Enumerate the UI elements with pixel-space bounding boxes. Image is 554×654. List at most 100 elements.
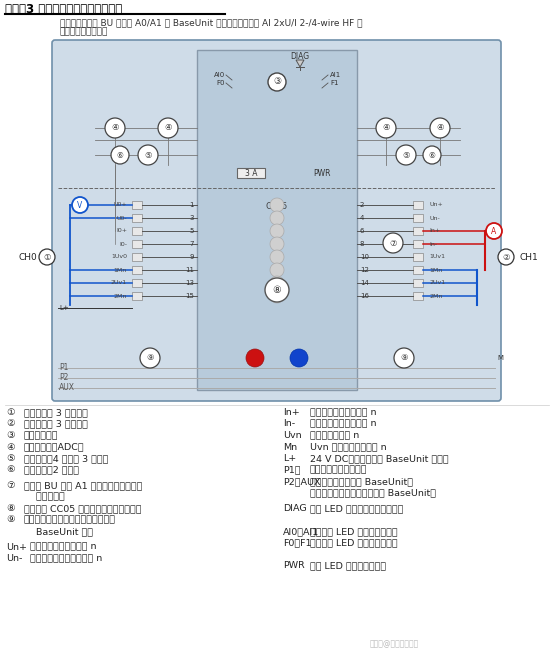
Text: 颜色编码 CC05 的颜色编码标签（可选）: 颜色编码 CC05 的颜色编码标签（可选） (24, 504, 141, 513)
Text: P2、AUX: P2、AUX (283, 477, 321, 486)
Text: ⑧: ⑧ (6, 504, 14, 513)
Text: 电流测量的 3 线制连接: 电流测量的 3 线制连接 (24, 419, 88, 428)
Text: ④: ④ (164, 124, 172, 133)
Text: 下图举例说明了 BU 类型为 A0/A1 的 BaseUnit 上模拟量输入模块 AI 2xU/I 2-/4-wire HF 的: 下图举例说明了 BU 类型为 A0/A1 的 BaseUnit 上模拟量输入模块… (60, 18, 362, 27)
Text: 电压测量的 3 线制连接: 电压测量的 3 线制连接 (24, 408, 88, 417)
Text: ⑦: ⑦ (6, 481, 14, 490)
Text: ④: ④ (436, 124, 444, 133)
Text: 1Uv0: 1Uv0 (111, 254, 127, 260)
Circle shape (268, 73, 286, 91)
Text: PWR: PWR (313, 169, 331, 177)
Text: 4: 4 (360, 215, 365, 221)
Text: ④: ④ (382, 124, 390, 133)
Text: 电压输入（负极），通道 n: 电压输入（负极），通道 n (30, 554, 102, 563)
Text: U0-: U0- (116, 216, 127, 220)
Circle shape (72, 197, 88, 213)
Bar (132, 253, 142, 261)
Circle shape (140, 348, 160, 368)
Circle shape (158, 118, 178, 138)
Bar (132, 227, 142, 235)
Text: 1Mn: 1Mn (429, 267, 442, 273)
Bar (197, 50, 357, 390)
Circle shape (423, 146, 441, 164)
Text: ③: ③ (6, 431, 14, 440)
Text: L+: L+ (59, 305, 69, 311)
Circle shape (270, 198, 284, 212)
Text: ①: ① (43, 252, 51, 262)
Text: 16: 16 (360, 293, 369, 299)
Text: 2Uv1: 2Uv1 (429, 281, 445, 286)
Text: In+: In+ (429, 228, 440, 233)
Circle shape (270, 211, 284, 225)
Text: ④: ④ (111, 124, 119, 133)
Circle shape (394, 348, 414, 368)
Circle shape (265, 278, 289, 302)
Text: ⑥: ⑥ (116, 150, 124, 160)
Circle shape (246, 349, 264, 367)
Text: 电流限值（2 线制）: 电流限值（2 线制） (24, 466, 79, 475)
Text: 2Mn: 2Mn (429, 294, 443, 298)
Text: Un+: Un+ (429, 203, 443, 207)
Text: M: M (497, 355, 503, 361)
Text: In-: In- (283, 419, 295, 428)
FancyBboxPatch shape (52, 40, 501, 401)
Text: ⑧: ⑧ (273, 285, 281, 295)
Circle shape (270, 276, 284, 290)
Bar (132, 201, 142, 209)
Text: DIAG: DIAG (290, 52, 310, 61)
Text: 电源电压，通道 n: 电源电压，通道 n (310, 431, 359, 440)
Text: 断开与左侧模块的连接（浅色 BaseUnit）: 断开与左侧模块的连接（浅色 BaseUnit） (310, 489, 436, 498)
Text: U0+: U0+ (114, 203, 127, 207)
Text: Un-: Un- (6, 554, 22, 563)
Text: AI1: AI1 (330, 72, 341, 78)
Text: 1: 1 (189, 202, 194, 208)
Text: P2: P2 (59, 373, 68, 383)
Text: 模数转换器（ADC）: 模数转换器（ADC） (24, 443, 85, 451)
Text: ②: ② (502, 252, 510, 262)
Circle shape (376, 118, 396, 138)
Text: 预接线的内部电压总线: 预接线的内部电压总线 (310, 466, 367, 475)
Text: CC05: CC05 (266, 202, 288, 211)
Text: 13: 13 (185, 280, 194, 286)
Text: Un+: Un+ (6, 543, 27, 551)
Text: PWR: PWR (283, 562, 305, 570)
Circle shape (486, 223, 502, 239)
Text: 仅记录 BU 类型 A1 的温度（该模块不支: 仅记录 BU 类型 A1 的温度（该模块不支 (24, 481, 142, 490)
Polygon shape (296, 60, 304, 67)
Text: 电压输入（正），通道 n: 电压输入（正），通道 n (30, 543, 96, 551)
Text: ⑤: ⑤ (144, 150, 152, 160)
Circle shape (270, 263, 284, 277)
Text: I0-: I0- (119, 241, 127, 247)
Text: ③: ③ (273, 78, 281, 86)
Text: 接线：3 线制连接的电压和电流测量: 接线：3 线制连接的电压和电流测量 (5, 3, 122, 16)
Text: 电流输入（负），通道 n: 电流输入（负），通道 n (310, 419, 377, 428)
Text: I0+: I0+ (116, 228, 127, 233)
Text: 持此功能）: 持此功能） (24, 492, 65, 502)
Text: 8: 8 (360, 241, 365, 247)
Text: 方框图和端子分配。: 方框图和端子分配。 (60, 27, 109, 36)
Bar (413, 214, 423, 222)
Circle shape (383, 233, 403, 253)
Text: L+: L+ (283, 454, 296, 463)
Bar (132, 240, 142, 248)
Circle shape (270, 224, 284, 238)
Text: Uvn: Uvn (283, 431, 301, 440)
Text: ⑤: ⑤ (6, 454, 14, 463)
Text: AUX: AUX (59, 383, 75, 392)
Text: F1: F1 (330, 80, 338, 86)
Text: DIAG: DIAG (283, 504, 306, 513)
Circle shape (430, 118, 450, 138)
Text: 1Uv1: 1Uv1 (429, 254, 445, 260)
Text: F0、F1: F0、F1 (283, 538, 311, 547)
Text: 电流输入（正），通道 n: 电流输入（正），通道 n (310, 408, 377, 417)
Text: ⑨: ⑨ (6, 515, 14, 525)
Text: 12: 12 (360, 267, 369, 273)
Text: 连接左侧模块（深色 BaseUnit）: 连接左侧模块（深色 BaseUnit） (310, 477, 413, 486)
Bar (132, 266, 142, 274)
Bar (413, 253, 423, 261)
Text: ⑨: ⑨ (400, 354, 408, 362)
Text: 2: 2 (360, 202, 365, 208)
Bar (413, 227, 423, 235)
Text: Un-: Un- (429, 216, 440, 220)
Bar (413, 201, 423, 209)
